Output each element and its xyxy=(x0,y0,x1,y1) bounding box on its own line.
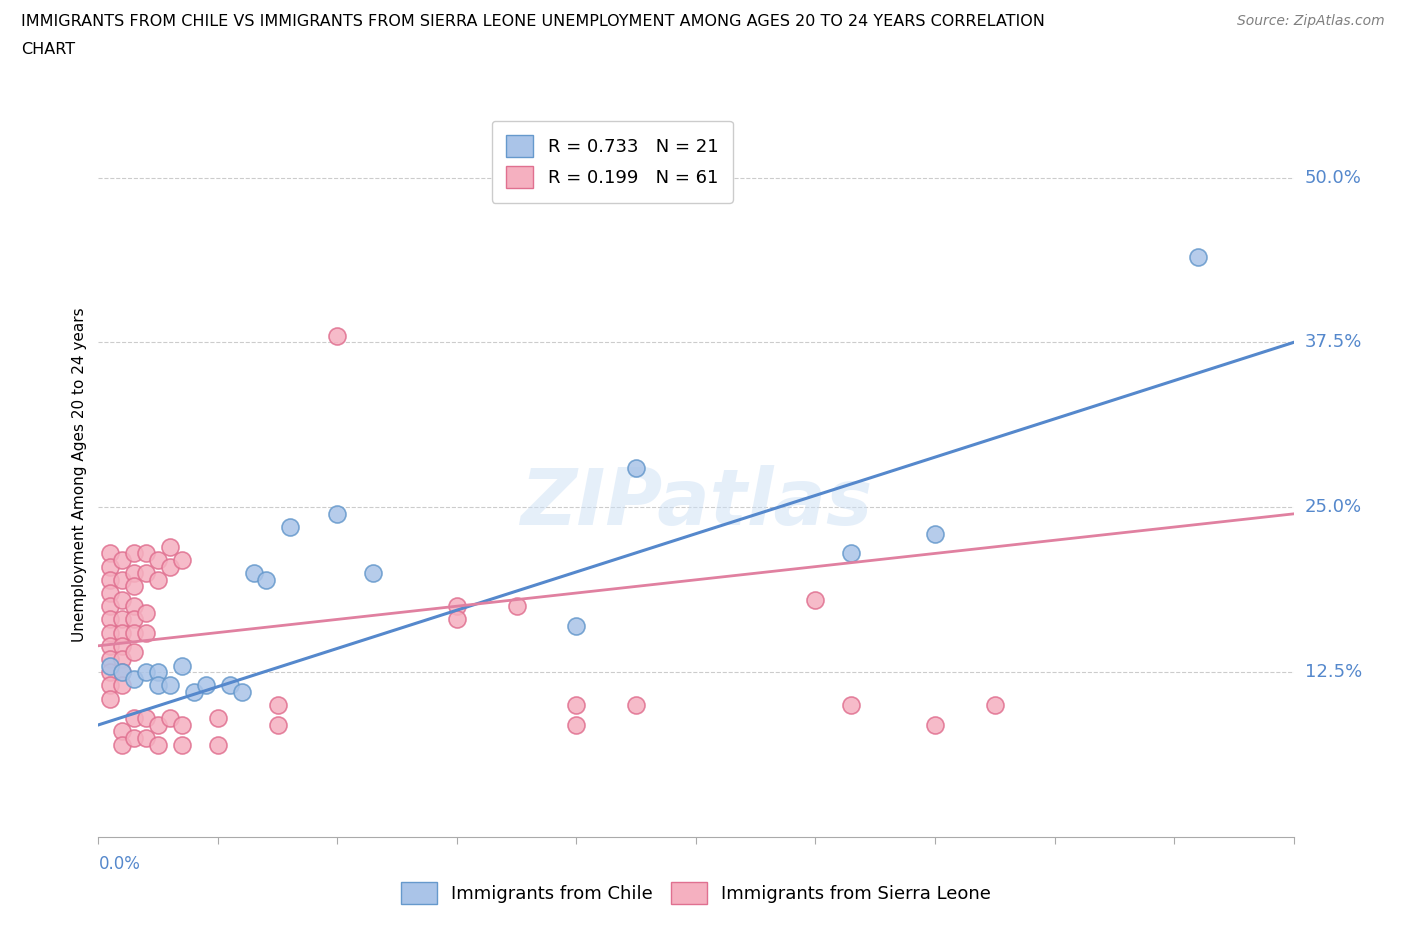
Point xyxy=(148,678,170,693)
Point xyxy=(446,612,468,627)
Point xyxy=(243,565,266,580)
Point xyxy=(172,552,194,567)
Point xyxy=(267,698,290,712)
Point xyxy=(363,565,385,580)
Point xyxy=(506,599,529,614)
Point xyxy=(565,618,588,633)
Point xyxy=(219,678,242,693)
Point xyxy=(111,724,134,739)
Point xyxy=(111,678,134,693)
Point xyxy=(326,507,349,522)
Point xyxy=(231,684,253,699)
Point xyxy=(135,625,157,640)
Point xyxy=(98,691,122,706)
Point xyxy=(98,586,122,601)
Point xyxy=(565,698,588,712)
Point xyxy=(124,644,146,659)
Text: 0.0%: 0.0% xyxy=(98,856,141,873)
Y-axis label: Unemployment Among Ages 20 to 24 years: Unemployment Among Ages 20 to 24 years xyxy=(72,307,87,642)
Point xyxy=(98,678,122,693)
Point xyxy=(278,520,301,535)
Point xyxy=(183,684,205,699)
Point xyxy=(624,698,647,712)
Point xyxy=(98,612,122,627)
Point xyxy=(326,328,349,343)
Point xyxy=(254,572,277,587)
Point xyxy=(148,552,170,567)
Point xyxy=(148,737,170,752)
Point xyxy=(159,678,181,693)
Point xyxy=(172,717,194,732)
Point xyxy=(124,711,146,725)
Point xyxy=(98,625,122,640)
Point xyxy=(624,460,647,475)
Point xyxy=(148,572,170,587)
Point xyxy=(98,665,122,680)
Point xyxy=(98,652,122,667)
Point xyxy=(207,711,229,725)
Point xyxy=(841,698,863,712)
Point xyxy=(124,625,146,640)
Point xyxy=(111,552,134,567)
Text: 50.0%: 50.0% xyxy=(1305,168,1361,187)
Point xyxy=(111,638,134,653)
Point xyxy=(124,671,146,686)
Point xyxy=(111,665,134,680)
Point xyxy=(111,652,134,667)
Point xyxy=(124,565,146,580)
Point xyxy=(159,711,181,725)
Point xyxy=(135,731,157,746)
Point xyxy=(124,546,146,561)
Text: 25.0%: 25.0% xyxy=(1305,498,1362,516)
Point xyxy=(111,665,134,680)
Point xyxy=(841,546,863,561)
Point xyxy=(111,592,134,607)
Point xyxy=(194,678,218,693)
Text: ZIPatlas: ZIPatlas xyxy=(520,465,872,541)
Point xyxy=(446,599,468,614)
Point xyxy=(1187,249,1209,264)
Point xyxy=(98,638,122,653)
Point xyxy=(135,565,157,580)
Point xyxy=(267,717,290,732)
Point xyxy=(124,579,146,594)
Point xyxy=(135,711,157,725)
Point xyxy=(565,717,588,732)
Point xyxy=(159,539,181,554)
Text: IMMIGRANTS FROM CHILE VS IMMIGRANTS FROM SIERRA LEONE UNEMPLOYMENT AMONG AGES 20: IMMIGRANTS FROM CHILE VS IMMIGRANTS FROM… xyxy=(21,14,1045,29)
Point xyxy=(98,559,122,574)
Point xyxy=(135,546,157,561)
Text: Source: ZipAtlas.com: Source: ZipAtlas.com xyxy=(1237,14,1385,28)
Point xyxy=(124,612,146,627)
Point xyxy=(207,737,229,752)
Point xyxy=(98,546,122,561)
Point xyxy=(924,526,946,541)
Point xyxy=(172,737,194,752)
Point xyxy=(804,592,827,607)
Point xyxy=(98,658,122,673)
Point xyxy=(148,665,170,680)
Point xyxy=(98,599,122,614)
Point xyxy=(983,698,1005,712)
Point xyxy=(111,612,134,627)
Point xyxy=(172,658,194,673)
Point xyxy=(98,572,122,587)
Text: CHART: CHART xyxy=(21,42,75,57)
Point xyxy=(111,572,134,587)
Point xyxy=(124,731,146,746)
Point xyxy=(924,717,946,732)
Legend: Immigrants from Chile, Immigrants from Sierra Leone: Immigrants from Chile, Immigrants from S… xyxy=(394,875,998,911)
Text: 12.5%: 12.5% xyxy=(1305,663,1362,681)
Point xyxy=(148,717,170,732)
Point xyxy=(135,665,157,680)
Point xyxy=(111,625,134,640)
Text: 37.5%: 37.5% xyxy=(1305,334,1362,352)
Point xyxy=(124,599,146,614)
Point xyxy=(111,737,134,752)
Point xyxy=(159,559,181,574)
Point xyxy=(135,605,157,620)
